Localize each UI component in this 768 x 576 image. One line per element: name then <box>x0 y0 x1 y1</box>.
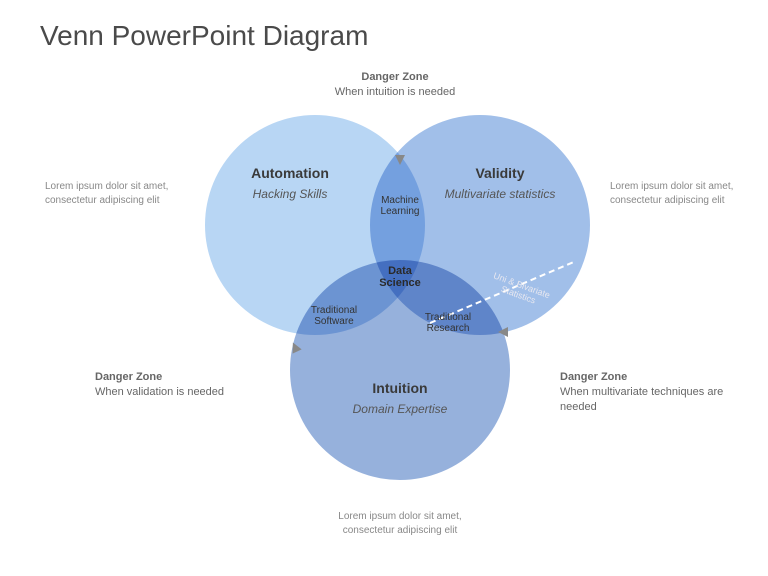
overlap-ac: Traditional Software <box>299 305 369 327</box>
overlap-center: Data Science <box>370 265 430 289</box>
overlap-bc: Traditional Research <box>413 312 483 334</box>
arrow-br-icon <box>498 327 508 337</box>
danger-title: Danger Zone <box>310 70 480 85</box>
lorem-left: Lorem ipsum dolor sit amet, consectetur … <box>45 180 185 208</box>
danger-br: Danger Zone When multivariate techniques… <box>560 370 730 415</box>
danger-title: Danger Zone <box>95 370 265 385</box>
lorem-right: Lorem ipsum dolor sit amet, consectetur … <box>610 180 750 208</box>
circle-intuition <box>290 260 510 480</box>
danger-top: Danger Zone When intuition is needed <box>310 70 480 100</box>
overlap-ab: Machine Learning <box>365 195 435 217</box>
lorem-bottom: Lorem ipsum dolor sit amet, consectetur … <box>330 510 470 538</box>
arrow-top-icon <box>395 155 405 165</box>
danger-text: When validation is needed <box>95 386 224 398</box>
danger-title: Danger Zone <box>560 370 730 385</box>
danger-text: When intuition is needed <box>335 86 455 98</box>
danger-bl: Danger Zone When validation is needed <box>95 370 265 400</box>
danger-text: When multivariate techniques are needed <box>560 386 723 413</box>
